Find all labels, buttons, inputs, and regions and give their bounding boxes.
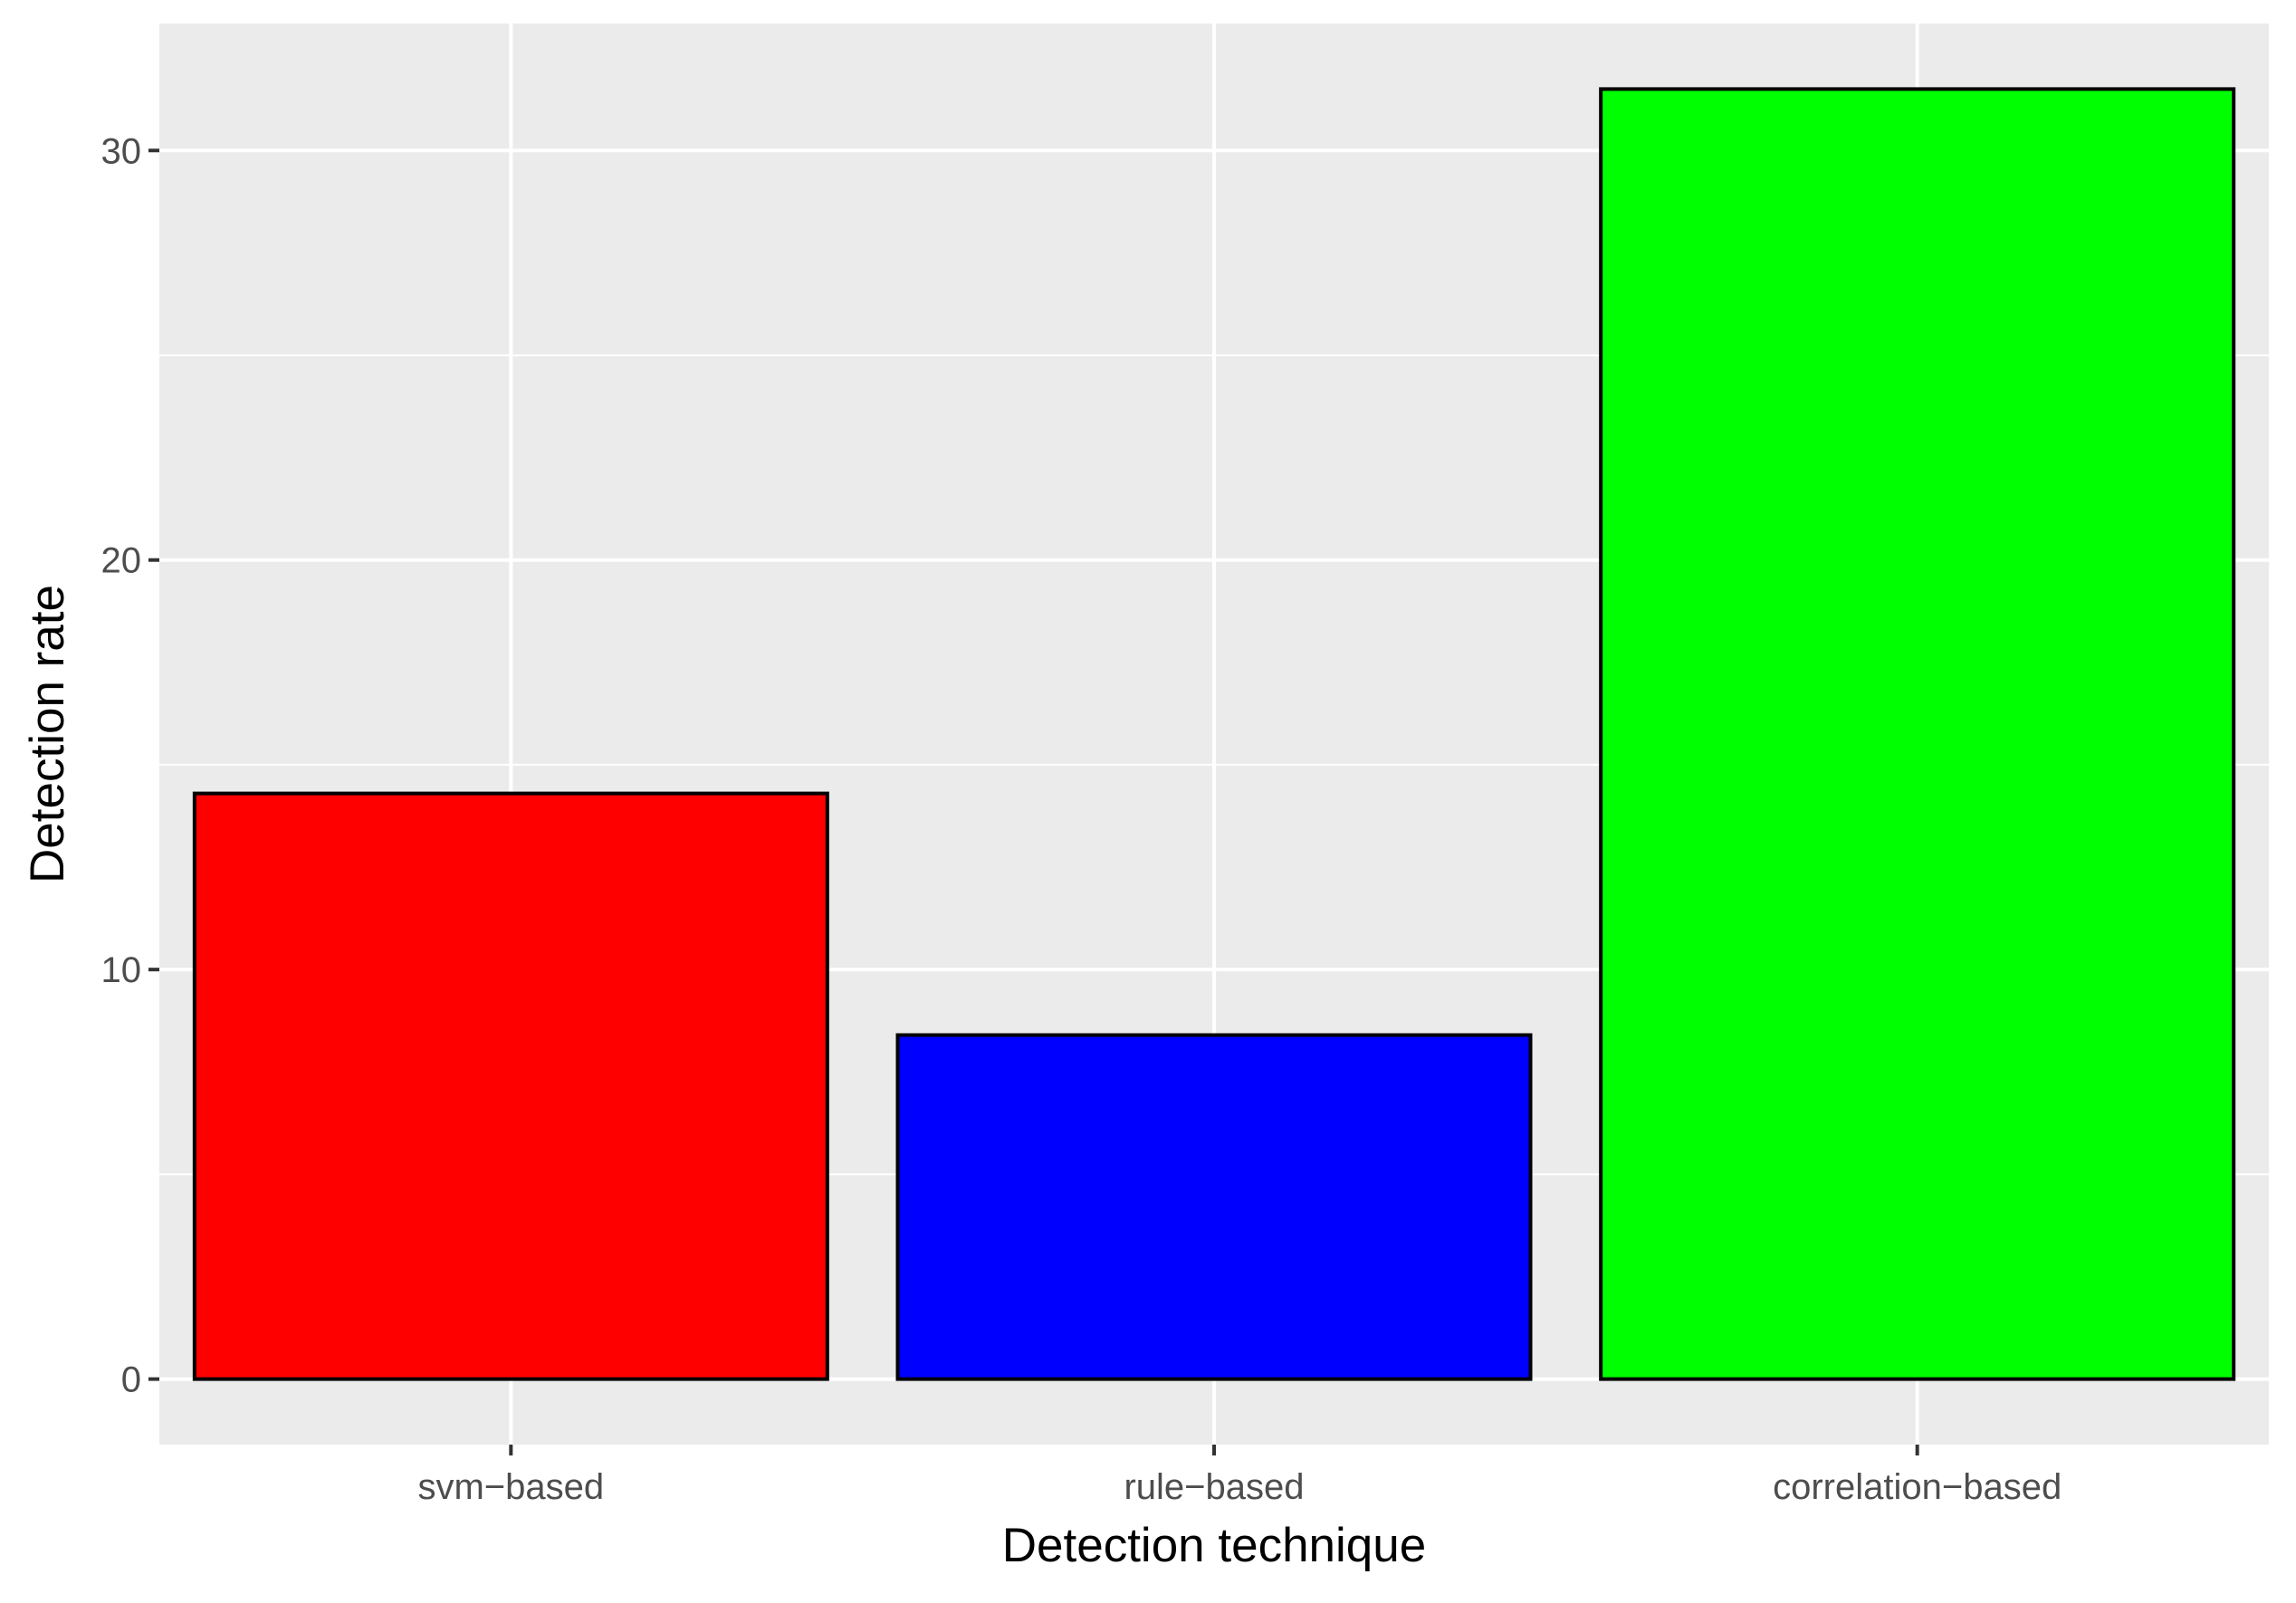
x-axis-title: Detection technique bbox=[1002, 1519, 1427, 1572]
x-tick-label: correlation−based bbox=[1773, 1467, 2062, 1507]
x-tick-label: rule−based bbox=[1124, 1467, 1304, 1507]
bar bbox=[192, 791, 829, 1381]
bar bbox=[1599, 87, 2236, 1381]
x-axis-ticks: svm−based rule−based correlation−based bbox=[417, 1445, 2062, 1507]
x-tick-label: svm−based bbox=[417, 1467, 604, 1507]
y-tick-label: 30 bbox=[101, 131, 142, 171]
y-tick-label: 20 bbox=[101, 541, 142, 581]
y-tick-label: 0 bbox=[121, 1360, 141, 1400]
bars bbox=[192, 87, 2236, 1381]
y-tick-label: 10 bbox=[101, 950, 142, 990]
y-axis-title: Detection rate bbox=[21, 585, 74, 883]
y-axis-ticks: 0 10 20 30 bbox=[101, 131, 159, 1400]
bar bbox=[895, 1033, 1533, 1381]
